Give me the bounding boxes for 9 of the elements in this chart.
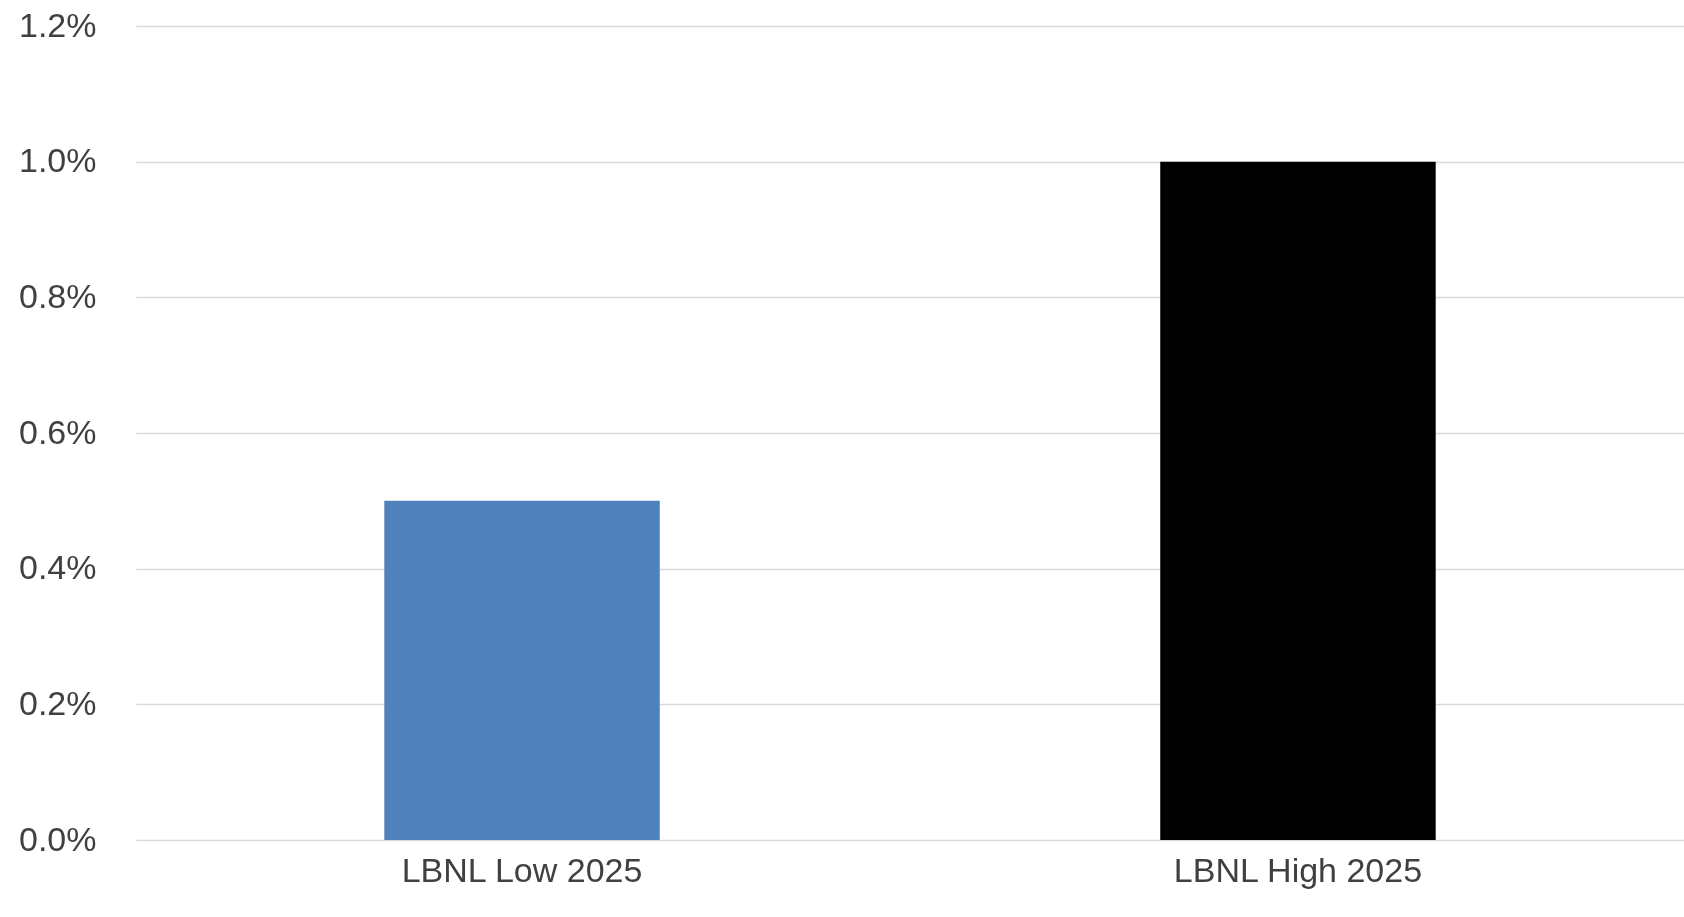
y-tick-label: 0.8% [19, 276, 97, 315]
y-tick-label: 0.4% [19, 548, 97, 587]
x-tick-label: LBNL Low 2025 [401, 850, 643, 889]
y-tick-label: 1.0% [19, 141, 97, 180]
y-tick-label: 0.2% [19, 683, 97, 722]
y-tick-label: 1.2% [19, 5, 97, 44]
y-tick-label: 0.6% [19, 412, 97, 451]
x-tick-label: LBNL High 2025 [1173, 850, 1423, 889]
y-tick-label: 0.0% [19, 819, 97, 858]
